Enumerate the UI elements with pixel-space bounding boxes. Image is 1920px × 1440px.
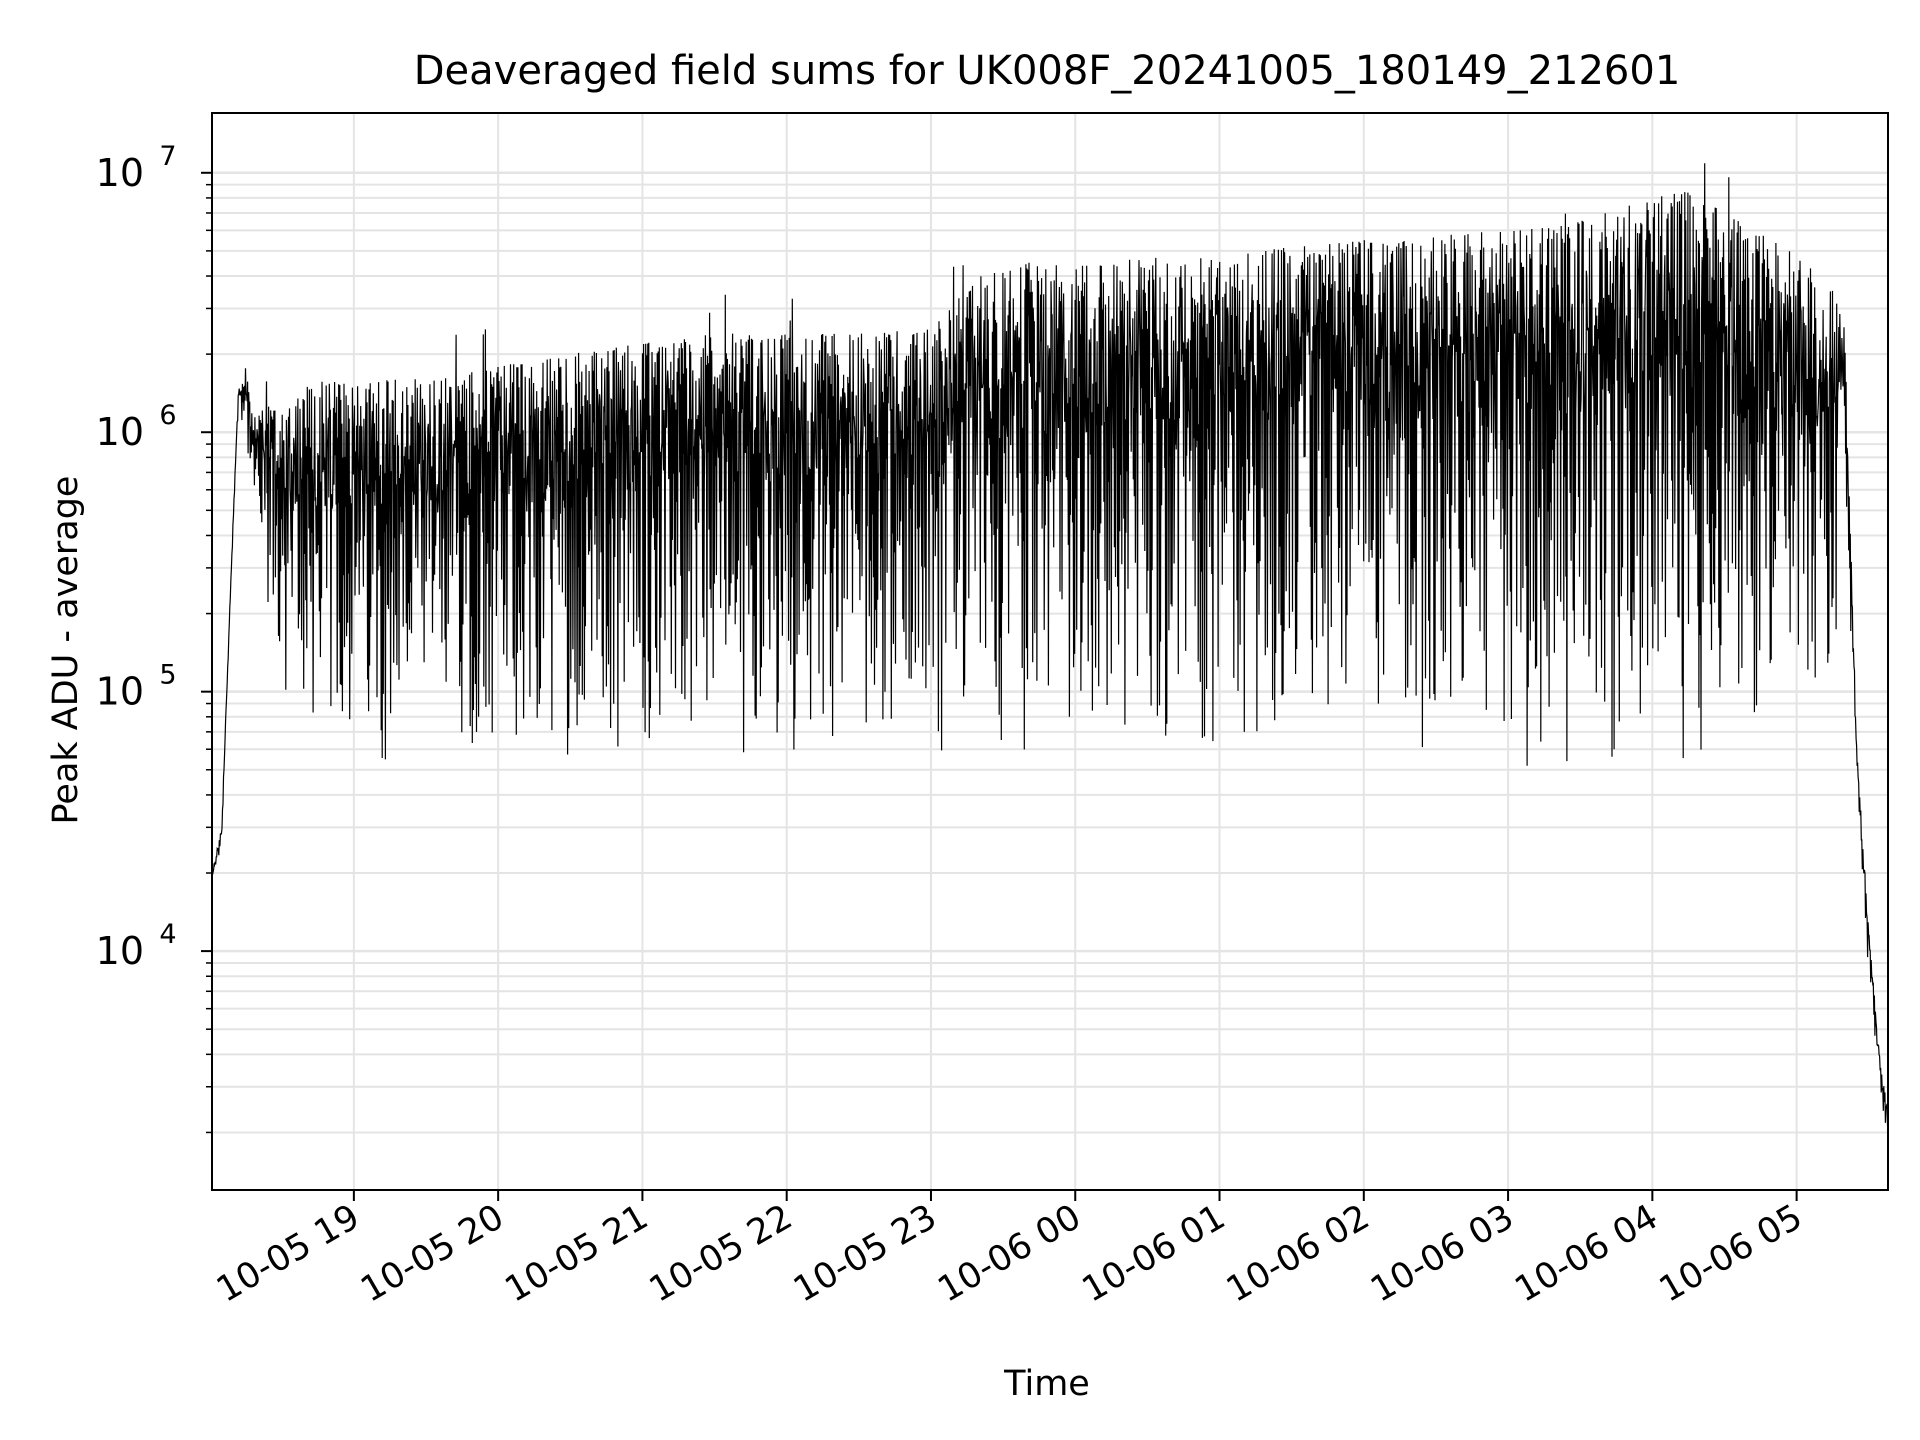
y-axis: 10 4 10 5 10 6 10 7 <box>96 141 212 1134</box>
chart-title: Deaveraged field sums for UK008F_2024100… <box>414 48 1681 94</box>
x-tick-label: 10-05 21 <box>499 1197 655 1310</box>
series-line <box>211 163 1889 1126</box>
x-tick-label: 10-06 00 <box>931 1197 1087 1310</box>
y-tick-label: 10 <box>96 410 144 454</box>
y-tick-label: 10 <box>96 929 144 973</box>
y-tick-exponent: 6 <box>159 400 176 431</box>
x-tick-label: 10-06 01 <box>1076 1197 1232 1310</box>
y-tick-exponent: 7 <box>159 141 176 172</box>
y-axis-label: Peak ADU - average <box>46 476 86 825</box>
x-tick-label: 10-05 20 <box>354 1197 510 1310</box>
x-tick-label: 10-06 02 <box>1220 1197 1376 1310</box>
y-tick-label: 10 <box>96 151 144 195</box>
x-axis-label: Time <box>1003 1364 1090 1404</box>
plot-frame <box>211 112 1889 1191</box>
x-tick-label: 10-05 19 <box>210 1197 366 1310</box>
x-tick-label: 10-05 23 <box>787 1197 943 1310</box>
y-tick-exponent: 5 <box>159 660 176 691</box>
x-tick-label: 10-06 05 <box>1653 1197 1809 1310</box>
series-path <box>211 163 1889 1126</box>
x-tick-label: 10-05 22 <box>643 1197 799 1310</box>
y-tick-label: 10 <box>96 670 144 714</box>
x-tick-label: 10-06 03 <box>1364 1197 1520 1310</box>
x-tick-label: 10-06 04 <box>1509 1197 1665 1310</box>
grid <box>212 113 1888 1190</box>
y-tick-exponent: 4 <box>159 919 176 950</box>
